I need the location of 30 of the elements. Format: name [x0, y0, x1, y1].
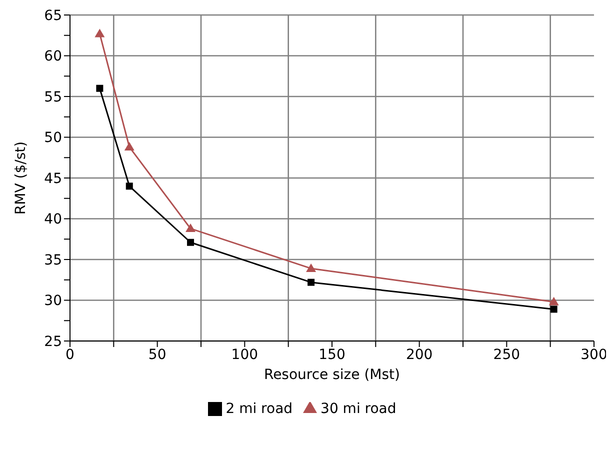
- point: [550, 306, 558, 313]
- x-tick-label: 50: [148, 346, 166, 363]
- legend-label: 30 mi road: [320, 401, 396, 417]
- y-tick-label: 65: [44, 8, 62, 24]
- y-tick-label: 55: [44, 89, 62, 106]
- point: [548, 296, 559, 306]
- y-tick-label: 30: [44, 293, 62, 310]
- point: [124, 142, 134, 151]
- point: [94, 28, 105, 38]
- point: [187, 238, 194, 246]
- x-tick-label: 300: [580, 346, 608, 363]
- x-axis-title: Resource size (Mst): [264, 366, 400, 383]
- legend-label: 2 mi road: [226, 401, 293, 417]
- point: [126, 182, 133, 190]
- x-tick-label: 200: [406, 346, 433, 363]
- point: [186, 224, 196, 232]
- y-tick-label: 45: [44, 170, 62, 187]
- y-tick-label: 40: [44, 212, 62, 228]
- y-axis-title: RMV ($/st): [12, 141, 29, 215]
- point: [308, 278, 315, 286]
- x-tick-label: 100: [231, 346, 258, 363]
- y-tick-label: 25: [44, 334, 62, 350]
- x-tick-label: 0: [66, 346, 74, 363]
- x-tick-label: 150: [318, 346, 346, 363]
- x-tick-label: 250: [493, 346, 520, 363]
- y-tick-label: 35: [44, 252, 62, 268]
- point: [306, 263, 316, 272]
- y-tick-label: 60: [44, 48, 62, 65]
- y-tick-label: 50: [44, 130, 62, 146]
- point: [96, 84, 104, 92]
